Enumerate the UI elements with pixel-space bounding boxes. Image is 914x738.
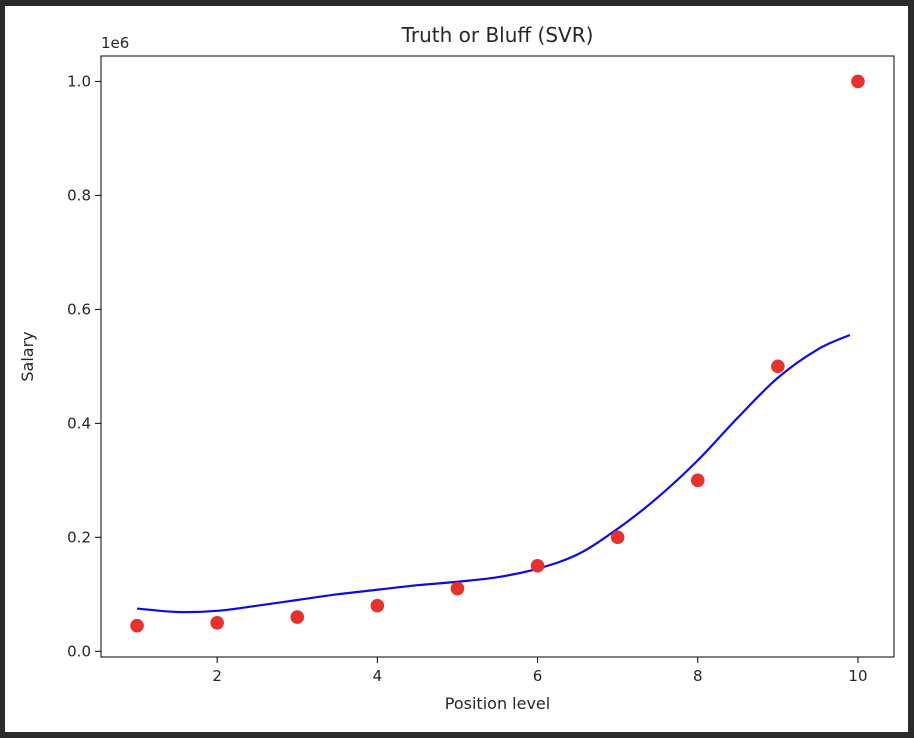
x-tick-label: 10 (848, 667, 867, 685)
y-axis-offset-label: 1e6 (101, 34, 129, 52)
data-point (530, 559, 545, 573)
x-axis: 2 4 6 8 10 (212, 657, 868, 685)
data-point (450, 581, 465, 596)
x-axis-label: Position level (445, 694, 550, 713)
x-tick-label: 8 (693, 667, 703, 685)
y-axis-label: Salary (18, 331, 37, 381)
data-point (210, 616, 224, 630)
data-point (290, 610, 305, 624)
svr-prediction-line (136, 334, 851, 614)
chart-title: Truth or Bluff (SVR) (401, 23, 594, 47)
data-point (130, 618, 144, 633)
chart-figure: Truth or Bluff (SVR) 1e6 2 4 6 8 10 0.0 0.2 0.… (5, 6, 908, 732)
plot-frame (100, 55, 895, 658)
x-tick-label: 2 (212, 667, 222, 685)
y-tick-label: 0.6 (67, 300, 91, 318)
data-point (610, 530, 625, 545)
y-tick-label: 0.0 (67, 642, 91, 660)
y-tick-label: 1.0 (67, 72, 91, 90)
data-point (851, 74, 865, 89)
y-axis: 0.0 0.2 0.4 0.6 0.8 1.0 (67, 72, 101, 660)
x-tick-label: 6 (533, 667, 543, 685)
x-tick-label: 4 (373, 667, 383, 685)
svr-chart: Truth or Bluff (SVR) 1e6 2 4 6 8 10 0.00.20.… (18, 23, 895, 713)
plot-area (130, 74, 865, 633)
y-tick-label: 0.2 (67, 528, 91, 546)
data-point (370, 598, 385, 613)
data-point (690, 473, 705, 488)
data-point (771, 359, 785, 374)
y-tick-label: 0.8 (67, 186, 91, 204)
y-tick-label: 0.4 (67, 414, 91, 432)
